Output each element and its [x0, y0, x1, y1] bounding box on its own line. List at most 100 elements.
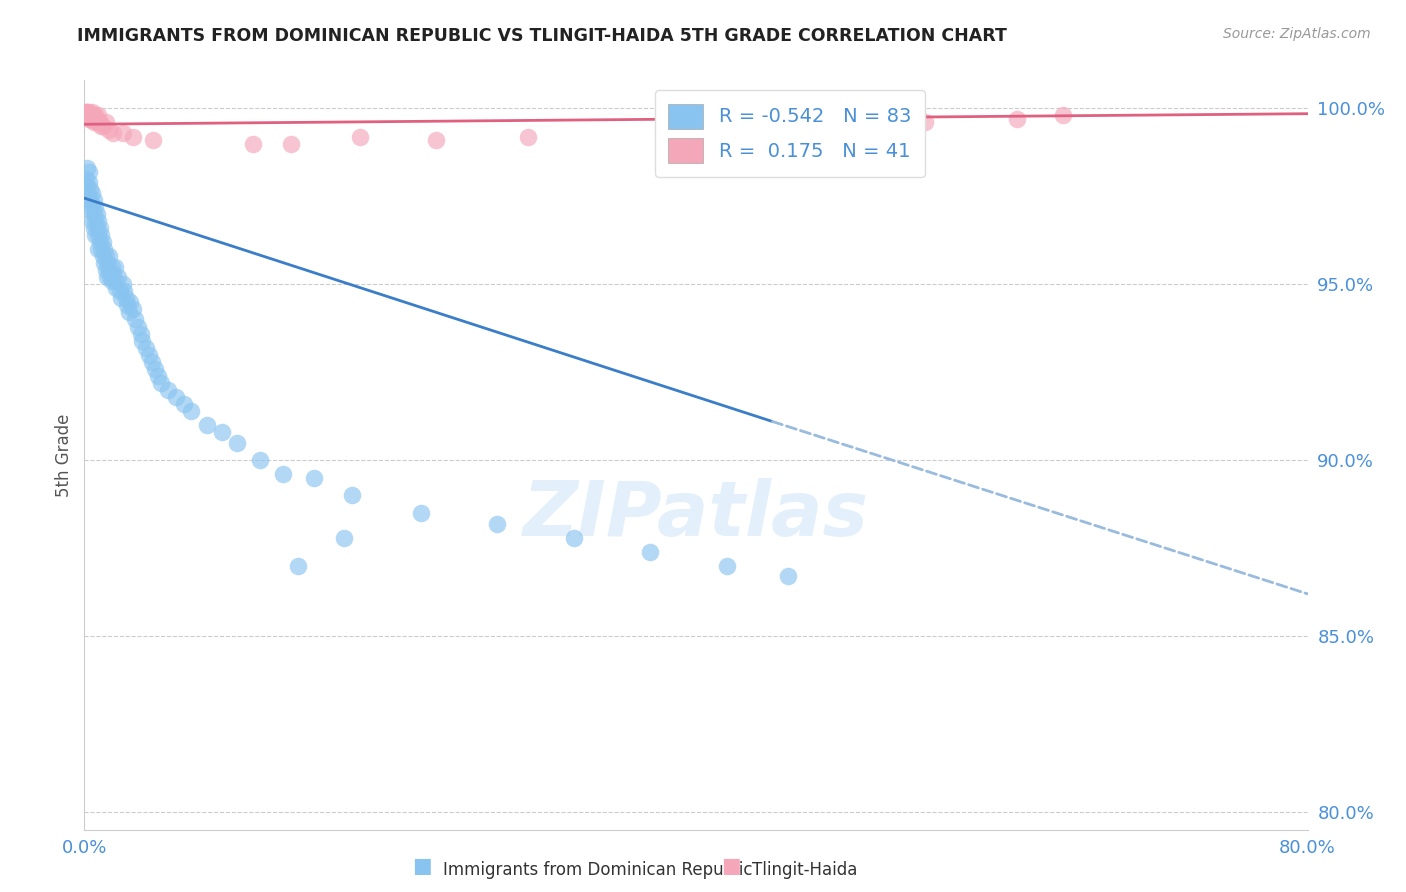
Point — [142, 133, 165, 147]
Point — [638, 544, 661, 558]
Point — [80, 200, 103, 214]
Point — [90, 119, 112, 133]
Point — [287, 558, 309, 573]
Point — [87, 108, 110, 122]
Point — [91, 235, 114, 249]
Point — [86, 115, 108, 129]
Point — [97, 122, 120, 136]
Point — [129, 326, 152, 341]
Point — [131, 334, 153, 348]
Text: Immigrants from Dominican Republic: Immigrants from Dominican Republic — [443, 861, 752, 879]
Point — [1052, 108, 1074, 122]
Point — [90, 228, 112, 243]
Point — [91, 249, 114, 263]
Point — [80, 214, 103, 228]
Point — [165, 390, 187, 404]
Point — [173, 397, 195, 411]
Point — [96, 270, 118, 285]
Point — [97, 263, 120, 277]
Point — [271, 467, 294, 482]
Point — [101, 260, 124, 274]
Point — [157, 383, 180, 397]
Point — [94, 263, 117, 277]
Point — [77, 165, 100, 179]
Point — [93, 242, 115, 256]
Point — [79, 182, 101, 196]
Point — [105, 281, 128, 295]
Point — [75, 104, 97, 119]
Point — [124, 312, 146, 326]
Point — [120, 294, 142, 309]
Point — [77, 189, 100, 203]
Point — [79, 193, 101, 207]
Point — [226, 435, 249, 450]
Point — [108, 285, 131, 299]
Point — [302, 471, 325, 485]
Point — [91, 119, 114, 133]
Point — [83, 221, 105, 235]
Point — [76, 108, 98, 122]
Point — [838, 119, 860, 133]
Point — [89, 221, 111, 235]
Point — [75, 171, 97, 186]
Point — [77, 112, 100, 126]
Point — [79, 108, 101, 122]
Point — [90, 242, 112, 256]
Point — [84, 112, 107, 126]
Point — [107, 270, 129, 285]
Point — [76, 161, 98, 176]
Point — [111, 277, 134, 292]
Point — [97, 249, 120, 263]
Point — [135, 341, 157, 355]
Point — [110, 292, 132, 306]
Point — [280, 136, 302, 151]
Point — [77, 175, 100, 189]
Point — [76, 178, 98, 193]
Point — [83, 112, 105, 126]
Point — [83, 115, 105, 129]
Point — [486, 516, 509, 531]
Point — [84, 108, 107, 122]
Point — [180, 404, 202, 418]
Point — [101, 274, 124, 288]
Point — [149, 376, 172, 390]
Point — [333, 531, 356, 545]
Point — [112, 285, 135, 299]
Point — [103, 267, 125, 281]
Point — [349, 129, 371, 144]
Y-axis label: 5th Grade: 5th Grade — [55, 413, 73, 497]
Point — [425, 133, 447, 147]
Point — [716, 558, 738, 573]
Point — [89, 115, 111, 129]
Point — [87, 242, 110, 256]
Point — [516, 129, 538, 144]
Point — [211, 425, 233, 439]
Point — [143, 361, 166, 376]
Point — [118, 305, 141, 319]
Text: ZIPatlas: ZIPatlas — [523, 478, 869, 552]
Text: ■: ■ — [412, 856, 432, 876]
Point — [146, 368, 169, 383]
Point — [138, 348, 160, 362]
Point — [79, 108, 101, 122]
Point — [127, 319, 149, 334]
Point — [84, 228, 107, 243]
Point — [94, 115, 117, 129]
Point — [104, 260, 127, 274]
Point — [80, 104, 103, 119]
Point — [96, 256, 118, 270]
Point — [654, 126, 676, 140]
Text: Source: ZipAtlas.com: Source: ZipAtlas.com — [1223, 27, 1371, 41]
Point — [115, 298, 138, 312]
Point — [122, 129, 145, 144]
Point — [122, 301, 145, 316]
Point — [1005, 112, 1028, 126]
Point — [111, 126, 134, 140]
Point — [87, 228, 110, 243]
Point — [89, 235, 111, 249]
Point — [79, 203, 101, 218]
Point — [83, 207, 105, 221]
Point — [93, 256, 115, 270]
Point — [776, 569, 799, 583]
Point — [104, 274, 127, 288]
